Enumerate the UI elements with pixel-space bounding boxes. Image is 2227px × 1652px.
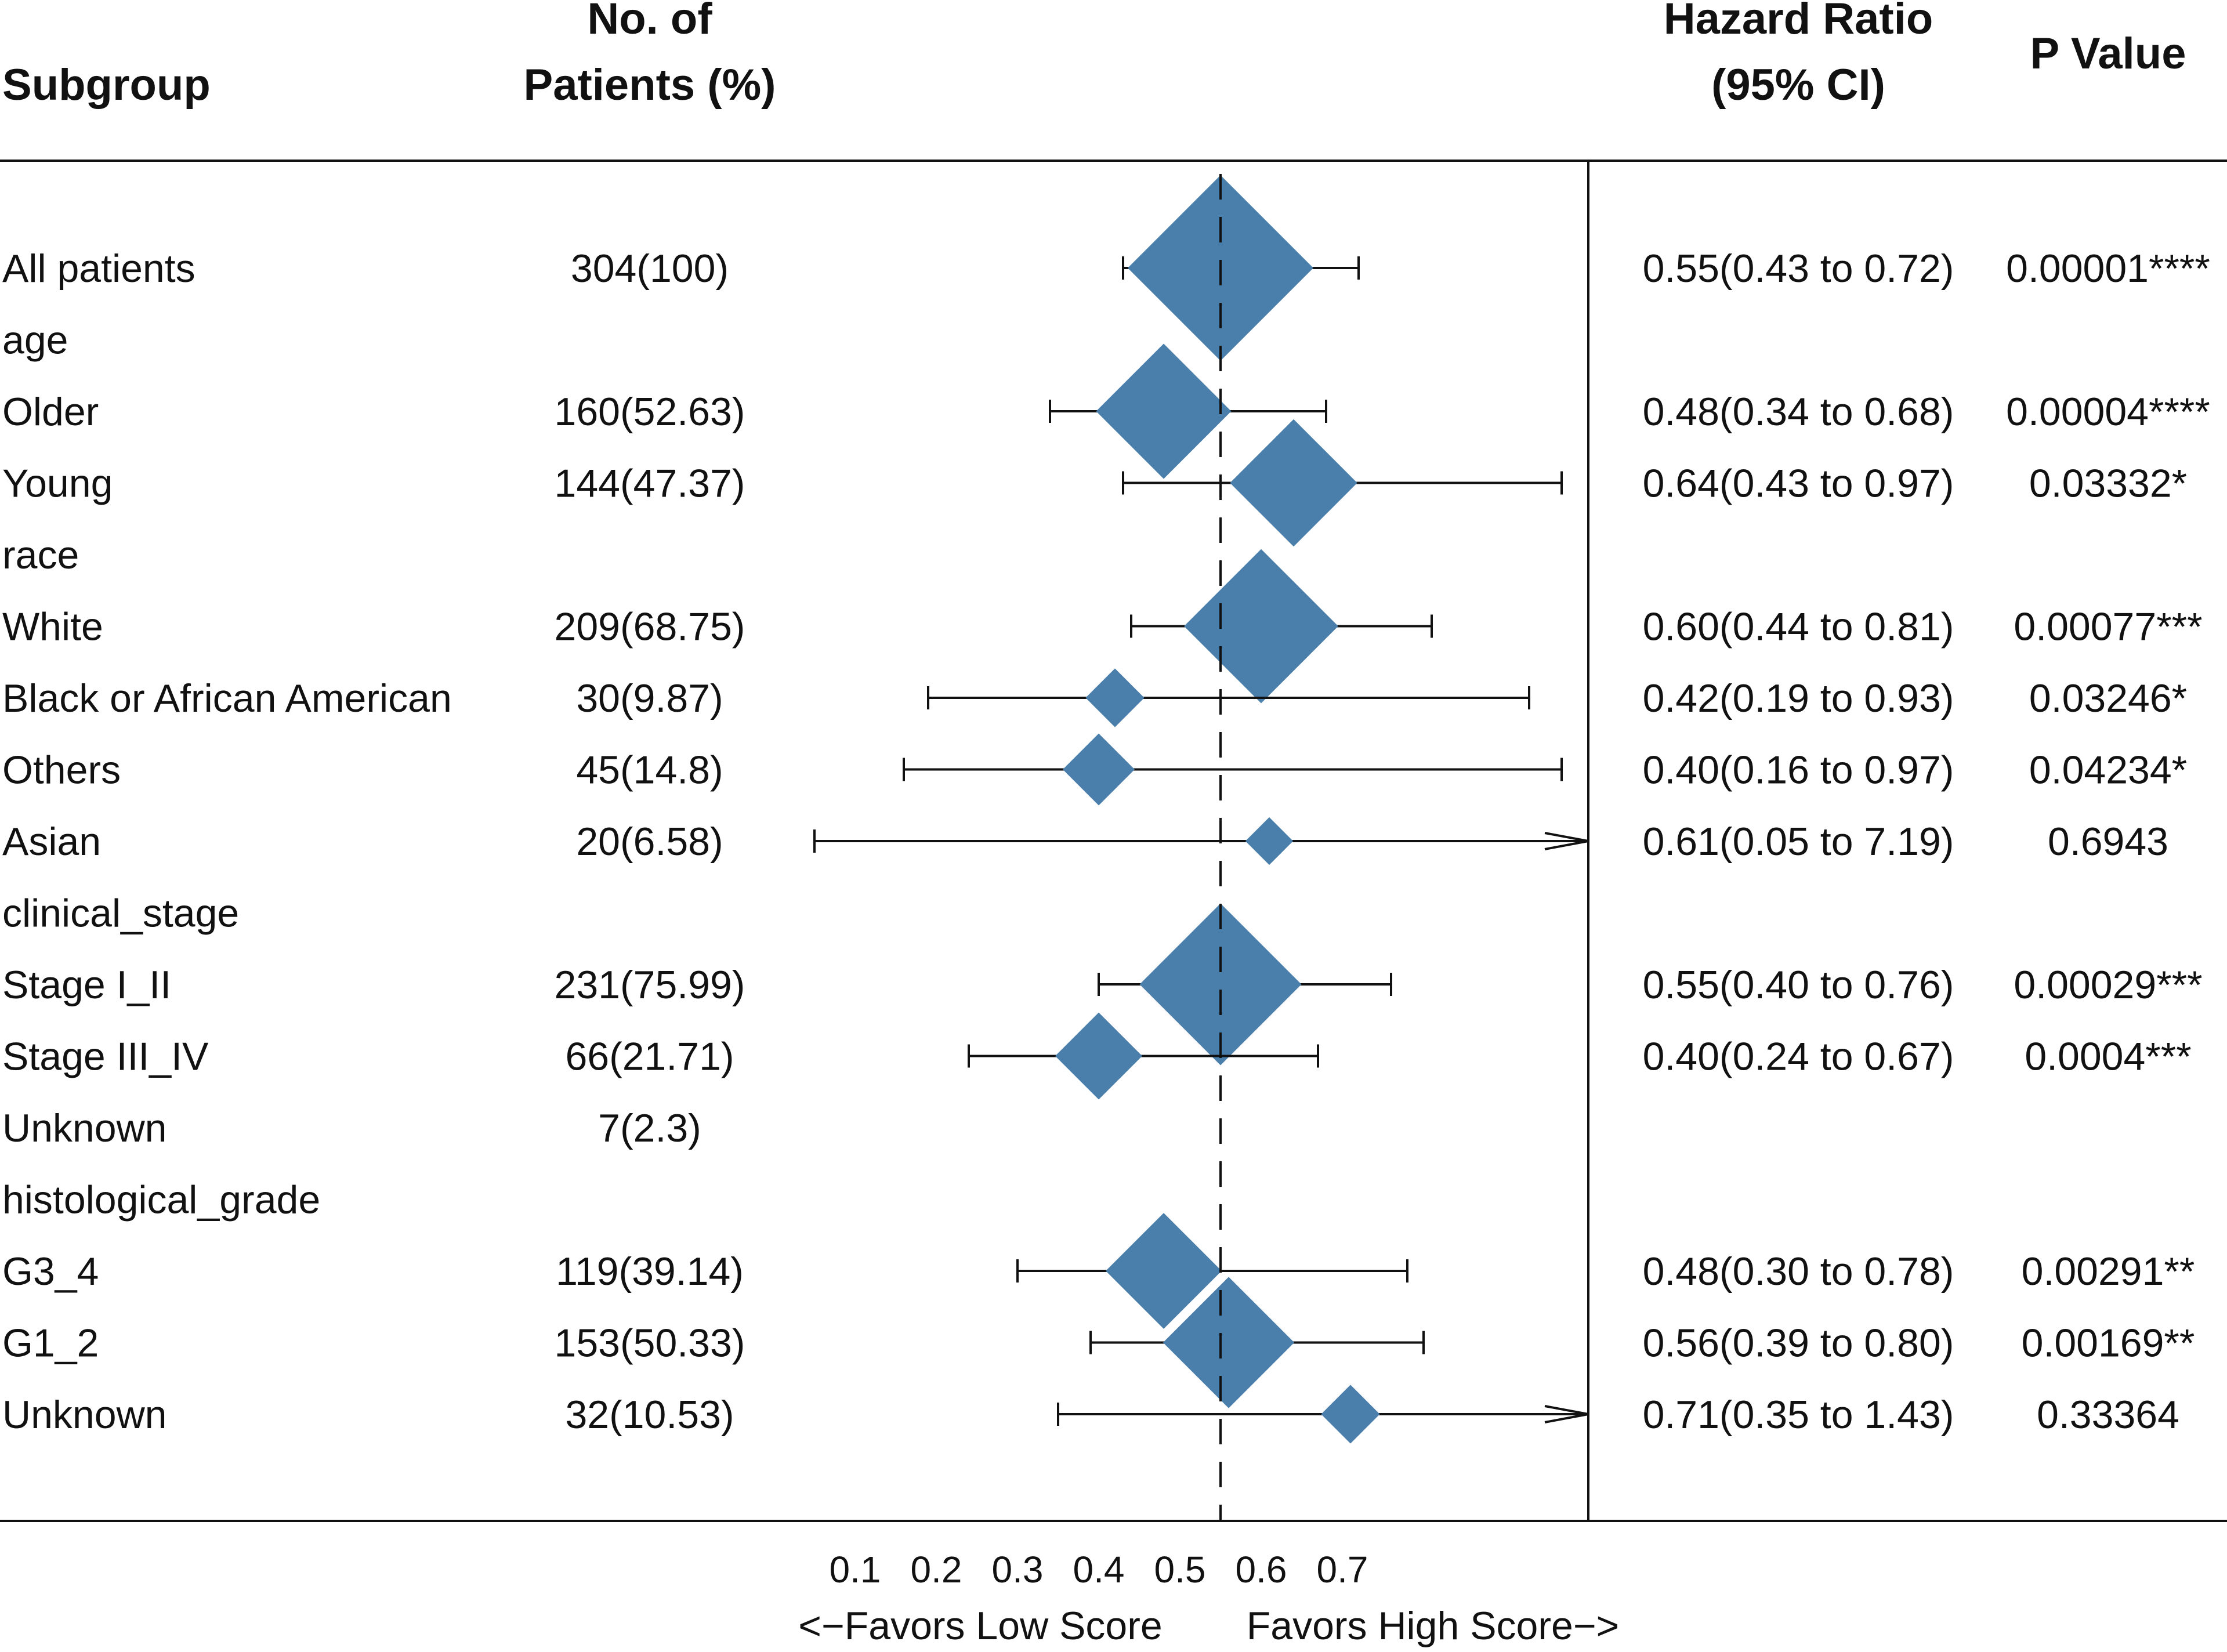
- row-label: G1_2: [2, 1321, 99, 1365]
- row-label: Young: [2, 462, 113, 506]
- row-label: All patients: [2, 247, 195, 291]
- rows-layer: All patients 304(100) 0.55(0.43 to 0.72) 0.…: [2, 247, 2210, 1437]
- row-hazard-ratio: 0.42(0.19 to 0.93): [1643, 676, 1954, 720]
- row-label: Others: [2, 748, 121, 792]
- row-label: age: [2, 318, 68, 363]
- header-patients-line2: Patients (%): [524, 60, 776, 110]
- row-label: Unknown: [2, 1393, 167, 1437]
- header-pvalue: P Value: [2030, 29, 2186, 78]
- row-hazard-ratio: 0.55(0.40 to 0.76): [1643, 963, 1954, 1007]
- hr-diamond: [1106, 1213, 1222, 1329]
- row-hazard-ratio: 0.56(0.39 to 0.80): [1643, 1321, 1954, 1365]
- hr-diamond: [1321, 1385, 1380, 1444]
- row-label: Older: [2, 390, 99, 434]
- hr-diamond: [1230, 419, 1357, 547]
- row-patient-count: 32(10.53): [565, 1393, 734, 1437]
- hr-diamond: [1096, 343, 1232, 479]
- axis-layer: 0.1 0.2 0.3 0.4 0.5 0.6 0.7: [830, 1549, 1368, 1591]
- row-p-value: 0.03332*: [2029, 462, 2187, 506]
- row-patient-count: 45(14.8): [576, 748, 723, 792]
- row-patient-count: 66(21.71): [565, 1035, 734, 1079]
- hr-diamond: [1184, 549, 1338, 704]
- row-p-value: 0.00001****: [2006, 247, 2210, 291]
- row-hazard-ratio: 0.48(0.34 to 0.68): [1643, 390, 1954, 434]
- row-label: Black or African American: [2, 676, 452, 720]
- row-p-value: 0.00169**: [2022, 1321, 2195, 1365]
- row-patient-count: 7(2.3): [598, 1106, 701, 1150]
- row-p-value: 0.00029***: [2014, 963, 2202, 1007]
- header-subgroup: Subgroup: [2, 60, 211, 110]
- x-tick-label: 0.1: [830, 1549, 881, 1591]
- row-hazard-ratio: 0.48(0.30 to 0.78): [1643, 1249, 1954, 1294]
- marks-layer: [813, 174, 1589, 1521]
- row-patient-count: 153(50.33): [555, 1321, 745, 1365]
- row-p-value: 0.04234*: [2029, 748, 2187, 792]
- row-patient-count: 231(75.99): [555, 963, 745, 1007]
- header-hr-line1: Hazard Ratio: [1664, 0, 1933, 44]
- hr-diamond: [1163, 1277, 1295, 1408]
- x-tick-label: 0.2: [911, 1549, 962, 1591]
- row-label: race: [2, 533, 79, 577]
- row-hazard-ratio: 0.40(0.16 to 0.97): [1643, 748, 1954, 792]
- row-patient-count: 304(100): [571, 247, 729, 291]
- row-label: clinical_stage: [2, 892, 239, 936]
- hr-diamond: [1055, 1012, 1143, 1100]
- header-patients-line1: No. of: [587, 0, 712, 44]
- row-hazard-ratio: 0.71(0.35 to 1.43): [1643, 1393, 1954, 1437]
- hr-diamond: [1139, 903, 1302, 1066]
- row-p-value: 0.00004****: [2006, 390, 2210, 434]
- row-patient-count: 144(47.37): [555, 462, 745, 506]
- row-p-value: 0.00291**: [2022, 1249, 2195, 1294]
- row-label: Asian: [2, 820, 101, 864]
- row-patient-count: 119(39.14): [556, 1249, 744, 1294]
- axis-label-left: <−Favors Low Score: [798, 1604, 1162, 1648]
- ci-arrow: [1544, 1405, 1589, 1423]
- row-label: White: [2, 605, 103, 649]
- header-hr-line2: (95% CI): [1711, 60, 1885, 110]
- row-p-value: 0.00077***: [2014, 605, 2202, 649]
- hr-diamond: [1085, 668, 1145, 727]
- row-hazard-ratio: 0.60(0.44 to 0.81): [1643, 605, 1954, 649]
- row-p-value: 0.33364: [2037, 1393, 2179, 1437]
- x-tick-label: 0.5: [1154, 1549, 1206, 1591]
- ci-arrow: [1544, 832, 1589, 850]
- x-tick-label: 0.3: [992, 1549, 1044, 1591]
- row-label: Stage I_II: [2, 963, 171, 1007]
- row-patient-count: 160(52.63): [555, 390, 745, 434]
- row-hazard-ratio: 0.40(0.24 to 0.67): [1643, 1035, 1954, 1079]
- row-p-value: 0.6943: [2048, 820, 2168, 864]
- hr-diamond: [1245, 817, 1294, 865]
- x-tick-label: 0.6: [1236, 1549, 1287, 1591]
- row-p-value: 0.0004***: [2025, 1035, 2191, 1079]
- row-patient-count: 30(9.87): [576, 676, 723, 720]
- row-label: histological_grade: [2, 1178, 320, 1222]
- row-p-value: 0.03246*: [2029, 676, 2187, 720]
- axis-label-right: Favors High Score−>: [1247, 1604, 1620, 1648]
- row-hazard-ratio: 0.55(0.43 to 0.72): [1643, 247, 1954, 291]
- row-patient-count: 20(6.58): [576, 820, 723, 864]
- row-label: G3_4: [2, 1249, 99, 1294]
- row-hazard-ratio: 0.64(0.43 to 0.97): [1643, 462, 1954, 506]
- hr-diamond: [1063, 733, 1135, 806]
- x-tick-label: 0.4: [1073, 1549, 1125, 1591]
- row-patient-count: 209(68.75): [555, 605, 745, 649]
- row-label: Unknown: [2, 1106, 167, 1150]
- x-tick-label: 0.7: [1317, 1549, 1368, 1591]
- row-hazard-ratio: 0.61(0.05 to 7.19): [1643, 820, 1954, 864]
- row-label: Stage III_IV: [2, 1035, 209, 1079]
